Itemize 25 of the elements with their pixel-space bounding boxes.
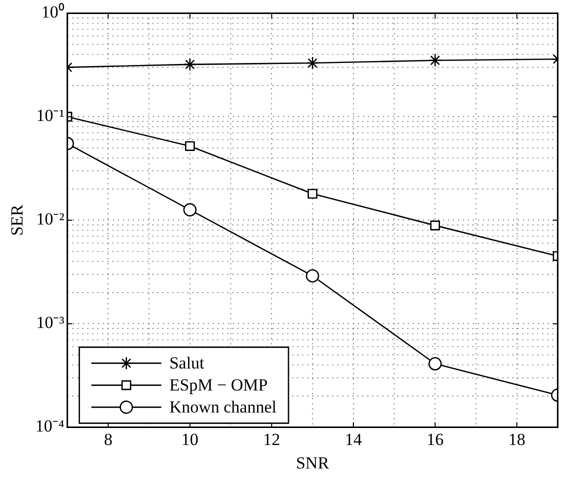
y-tick-label: 10⁻⁴ (35, 416, 64, 436)
point (183, 58, 197, 72)
legend-label: Known channel (169, 398, 277, 417)
x-tick-label: 12 (263, 430, 280, 449)
legend-label: ESpM − OMP (169, 376, 268, 395)
y-tick-label: 10⁻² (36, 210, 64, 229)
point (306, 56, 320, 70)
x-tick-label: 18 (508, 430, 526, 449)
y-tick-label: 10⁻¹ (36, 106, 64, 126)
y-tick-label: 10⁰ (41, 2, 64, 22)
point (185, 141, 195, 151)
point (306, 269, 320, 282)
x-tick-label: 14 (344, 430, 362, 449)
y-tick-label: 10⁻³ (36, 313, 64, 332)
point (428, 54, 442, 68)
x-tick-label: 8 (104, 430, 112, 449)
x-axis-title: SNR (296, 453, 330, 472)
point (428, 357, 442, 370)
legend-label: Salut (169, 354, 205, 373)
y-axis-title: SER (8, 204, 27, 236)
point (308, 188, 318, 199)
x-tick-label: 16 (426, 430, 444, 449)
point (430, 220, 440, 230)
point (183, 203, 197, 216)
x-tick-label: 10 (181, 430, 198, 449)
